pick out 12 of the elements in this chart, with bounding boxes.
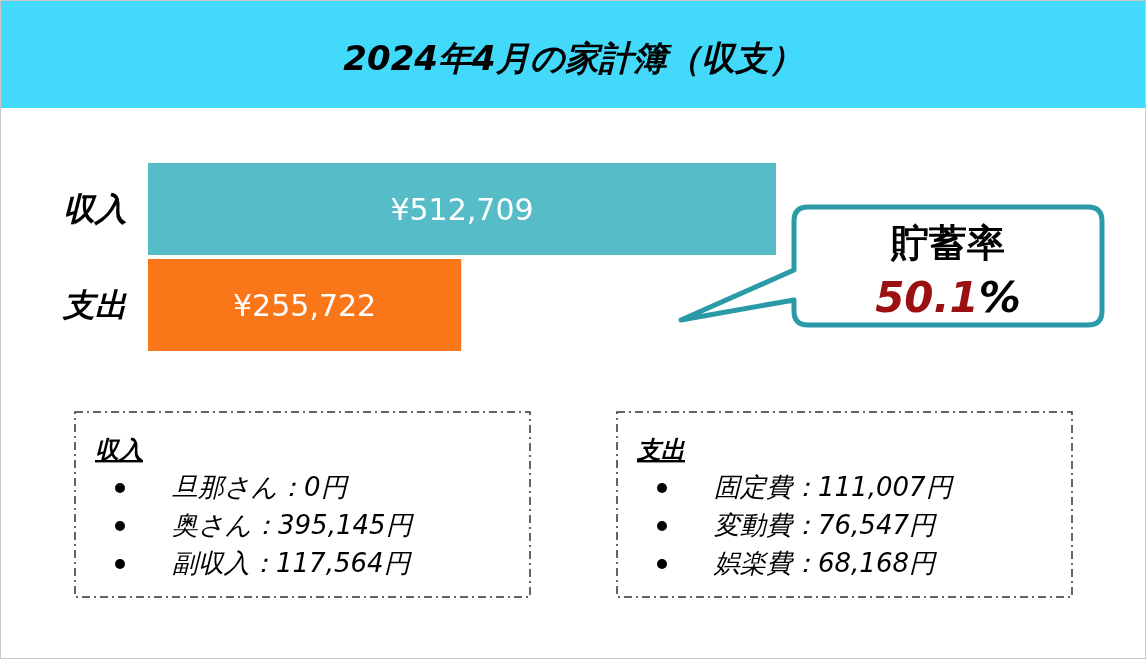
text: 50.1% — [875, 273, 1021, 322]
text: 奥さん：395,145円 — [172, 510, 414, 540]
text: 副収入：117,564円 — [172, 548, 412, 578]
text: 貯蓄率 — [890, 221, 1005, 265]
data-label: ¥512,709 — [390, 192, 534, 227]
text: 旦那さん：0円 — [172, 472, 349, 502]
text: 支出 — [636, 436, 686, 464]
text: 娯楽費：68,168円 — [713, 548, 937, 578]
chart-title: 2024年4月の家計簿（収支） — [343, 38, 803, 78]
data-label: ¥255,722 — [233, 288, 377, 323]
text: 固定費：111,007円 — [714, 472, 954, 502]
text: 変動費：76,547円 — [714, 510, 937, 540]
